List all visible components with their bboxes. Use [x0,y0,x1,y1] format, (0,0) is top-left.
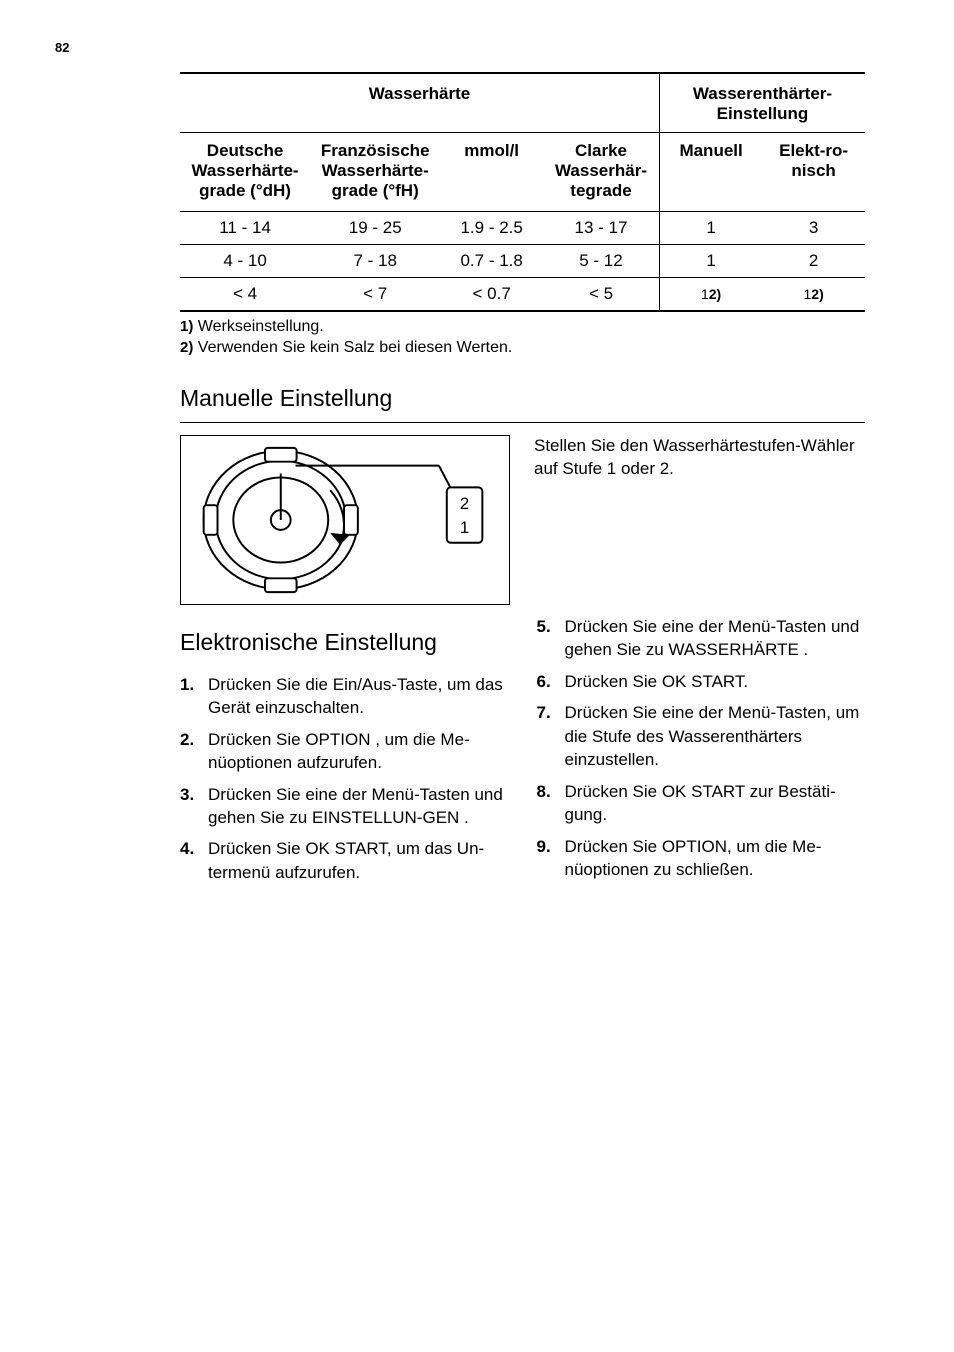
manual-setting-title: Manuelle Einstellung [180,385,865,412]
cell: 7 - 18 [310,245,440,278]
list-item: 8.Drücken Sie OK START zur Bestäti-gung. [537,780,866,827]
manual-setting-row: 2 1 Stellen Sie den Wasserhärtestufen-Wä… [180,422,865,605]
page-number: 82 [55,40,69,55]
list-item: 4.Drücken Sie OK START, um das Un-termen… [180,837,509,884]
table-group-hardness: Wasserhärte [180,73,659,133]
manual-setting-text: Stellen Sie den Wasserhärtestufen-Wähler… [534,435,865,605]
dial-figure: 2 1 [180,435,510,605]
dial-label-2: 2 [460,494,469,513]
cell: 4 - 10 [180,245,310,278]
list-item: 5.Drücken Sie eine der Menü-Tasten und g… [537,615,866,662]
cell: 13 - 17 [543,212,659,245]
cell: 1 [659,212,762,245]
footnote: 2) Verwenden Sie kein Salz bei diesen We… [180,339,865,357]
col-clarke: Clarke Wasserhär-tegrade [543,133,659,212]
cell: 1.9 - 2.5 [440,212,543,245]
cell: < 5 [543,278,659,312]
list-item: 1.Drücken Sie die Ein/Aus-Taste, um das … [180,673,509,720]
col-fh: Französische Wasserhärte-grade (°fH) [310,133,440,212]
cell: 0.7 - 1.8 [440,245,543,278]
cell: 3 [762,212,865,245]
cell: 19 - 25 [310,212,440,245]
list-item: 2.Drücken Sie OPTION , um die Me-nüoptio… [180,728,509,775]
table-footnotes: 1) Werkseinstellung. 2) Verwenden Sie ke… [180,318,865,357]
cell: 2 [762,245,865,278]
cell: < 0.7 [440,278,543,312]
col-manual: Manuell [659,133,762,212]
steps-left: 1.Drücken Sie die Ein/Aus-Taste, um das … [180,673,509,885]
steps-right: 5.Drücken Sie eine der Menü-Tasten und g… [537,615,866,882]
cell: 11 - 14 [180,212,310,245]
col-dh: Deutsche Wasserhärte-grade (°dH) [180,133,310,212]
footnote: 1) Werkseinstellung. [180,318,865,336]
list-item: 7.Drücken Sie eine der Menü-Tasten, um d… [537,701,866,771]
cell: 12) [762,278,865,312]
cell: 5 - 12 [543,245,659,278]
table-row: < 4 < 7 < 0.7 < 5 12) 12) [180,278,865,312]
electronic-setting-columns: Elektronische Einstellung 1.Drücken Sie … [180,615,865,892]
col-electronic: Elekt-ro-nisch [762,133,865,212]
hardness-table: Wasserhärte Wasserenthärter-Einstellung … [180,72,865,312]
cell: 1 [659,245,762,278]
cell: 12) [659,278,762,312]
dial-icon: 2 1 [181,436,509,604]
electronic-left-col: Elektronische Einstellung 1.Drücken Sie … [180,615,509,892]
table-row: 11 - 14 19 - 25 1.9 - 2.5 13 - 17 1 3 [180,212,865,245]
list-item: 9.Drücken Sie OPTION, um die Me-nüoption… [537,835,866,882]
table-row: 4 - 10 7 - 18 0.7 - 1.8 5 - 12 1 2 [180,245,865,278]
table-group-softener: Wasserenthärter-Einstellung [659,73,865,133]
electronic-right-col: 5.Drücken Sie eine der Menü-Tasten und g… [537,615,866,892]
page-content: Wasserhärte Wasserenthärter-Einstellung … [180,72,865,892]
list-item: 6.Drücken Sie OK START. [537,670,866,693]
cell: < 4 [180,278,310,312]
col-mmol: mmol/l [440,133,543,212]
list-item: 3.Drücken Sie eine der Menü-Tasten und g… [180,783,509,830]
table-body: 11 - 14 19 - 25 1.9 - 2.5 13 - 17 1 3 4 … [180,212,865,312]
electronic-setting-title: Elektronische Einstellung [180,627,509,659]
dial-label-1: 1 [460,518,469,537]
cell: < 7 [310,278,440,312]
